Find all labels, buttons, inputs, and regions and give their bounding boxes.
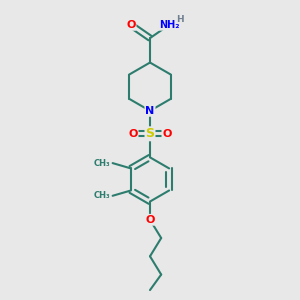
Text: CH₃: CH₃ [94,191,110,200]
Text: S: S [146,127,154,140]
Text: H: H [176,15,183,24]
Text: N: N [146,106,154,116]
Text: NH₂: NH₂ [159,20,179,30]
Text: O: O [128,129,138,139]
Text: CH₃: CH₃ [94,159,110,168]
Text: O: O [126,20,136,30]
Text: O: O [145,215,155,225]
Text: O: O [162,129,172,139]
